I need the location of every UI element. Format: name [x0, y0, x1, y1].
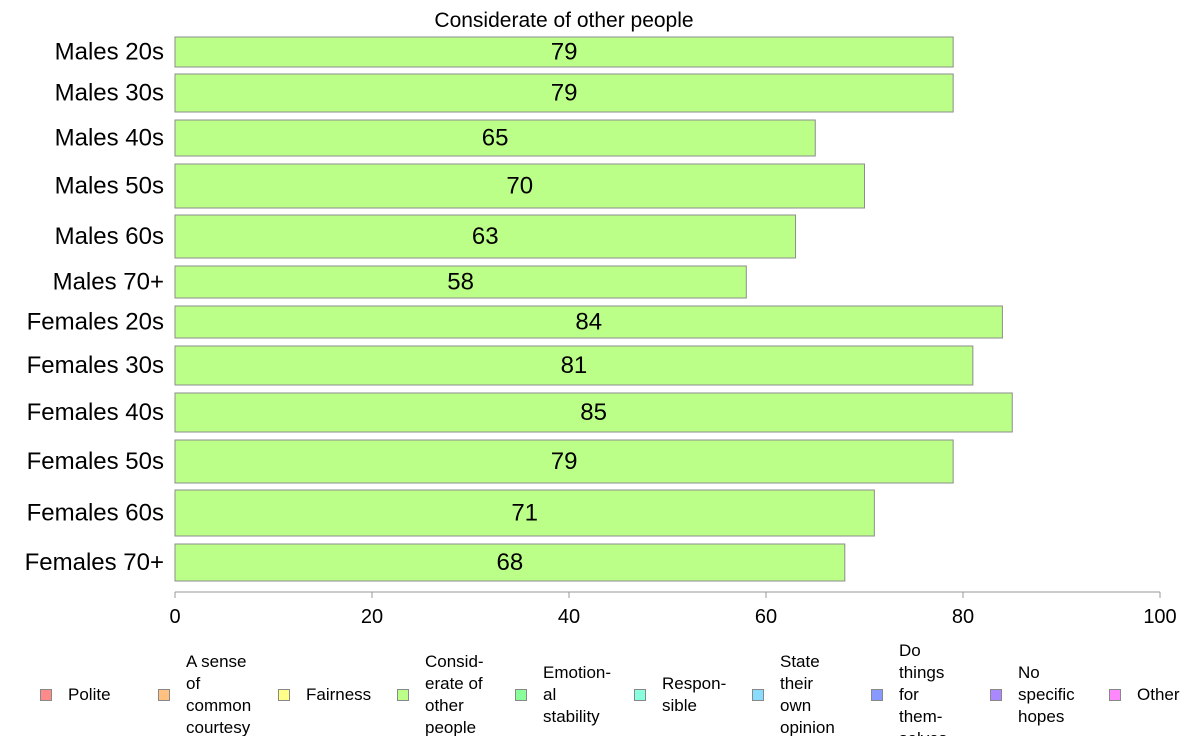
- bar: [174, 439, 954, 484]
- legend-swatch: [515, 689, 527, 701]
- value-label: 70: [506, 173, 533, 200]
- chart-title: Considerate of other people: [434, 9, 693, 32]
- legend-label: Emotion-al stability: [543, 663, 612, 726]
- value-label: 71: [511, 500, 538, 527]
- value-label: 58: [447, 269, 474, 296]
- legend-label: Consid-erate of other people: [425, 652, 484, 736]
- bars-group: Males 20s 79 Males 30s 79 Males 40s 65 Males 5…: [25, 36, 1013, 582]
- category-label: Females 20s: [27, 309, 164, 336]
- bar: [174, 214, 797, 259]
- legend-label: Fairness: [306, 685, 372, 704]
- value-label: 85: [580, 399, 607, 426]
- legend-swatch: [871, 689, 883, 701]
- legend-item: A sense of common courtesy: [158, 651, 251, 736]
- bar: [174, 73, 954, 113]
- x-tick-label: 60: [755, 606, 777, 628]
- value-label: 79: [551, 39, 578, 66]
- category-label: Females 30s: [27, 352, 164, 379]
- x-tick-label: 100: [1143, 606, 1176, 628]
- legend-item: Emotion-al stability: [515, 662, 611, 728]
- legend-item: Fairness: [278, 684, 371, 706]
- legend-label: State their own opinion: [780, 652, 835, 736]
- category-label: Males 70+: [53, 269, 164, 296]
- bar: [174, 392, 1013, 433]
- legend-swatch: [158, 689, 170, 701]
- legend-item: Other: [1109, 684, 1180, 706]
- bar-chart: Considerate of other people Males 20s 79M…: [25, 9, 1177, 628]
- legend-item: State their own opinion: [752, 651, 835, 736]
- legend-swatch: [990, 689, 1002, 701]
- bar: [174, 265, 747, 299]
- legend-label: Respon-sible: [662, 674, 727, 715]
- legend-swatch: [397, 689, 409, 701]
- legend-swatch: [752, 689, 764, 701]
- category-label: Females 70+: [25, 549, 164, 576]
- bar: [174, 36, 954, 68]
- bar: [174, 119, 816, 157]
- category-label: Females 60s: [27, 500, 164, 527]
- value-label: 79: [551, 448, 578, 475]
- legend-swatch: [40, 689, 52, 701]
- legend-label: A sense of common courtesy: [186, 652, 252, 736]
- category-label: Females 40s: [27, 399, 164, 426]
- legend-swatch: [1109, 689, 1121, 701]
- value-label: 81: [561, 352, 588, 379]
- value-label: 79: [551, 80, 578, 107]
- category-label: Males 50s: [55, 173, 164, 200]
- category-label: Males 60s: [55, 223, 164, 250]
- legend-item: Respon-sible: [634, 673, 726, 717]
- legend-label: Other: [1137, 685, 1180, 704]
- bar: [174, 489, 875, 537]
- legend: Polite A sense of common courtesy Fairness Con…: [0, 640, 1188, 736]
- bar: [174, 345, 974, 386]
- value-label: 84: [575, 309, 602, 336]
- legend-item: Consid-erate of other people: [397, 651, 484, 736]
- bar: [174, 163, 865, 209]
- x-tick-label: 0: [169, 606, 180, 628]
- legend-swatch: [278, 689, 290, 701]
- x-tick-label: 80: [952, 606, 974, 628]
- category-label: Males 20s: [55, 39, 164, 66]
- value-label: 63: [472, 223, 499, 250]
- category-label: Females 50s: [27, 448, 164, 475]
- value-label: 68: [497, 549, 524, 576]
- category-label: Males 40s: [55, 125, 164, 152]
- bar: [174, 305, 1003, 339]
- category-label: Males 30s: [55, 80, 164, 107]
- x-axis: 0 20 40 60 80 100: [169, 591, 1177, 628]
- legend-swatch: [634, 689, 646, 701]
- value-label: 65: [482, 125, 509, 152]
- x-tick-label: 40: [558, 606, 580, 628]
- legend-item: Polite: [40, 684, 111, 706]
- legend-item: No specific hopes: [990, 662, 1075, 728]
- legend-label: Polite: [68, 685, 111, 704]
- legend-label: No specific hopes: [1018, 663, 1075, 726]
- bar: [174, 543, 846, 582]
- x-tick-label: 20: [361, 606, 383, 628]
